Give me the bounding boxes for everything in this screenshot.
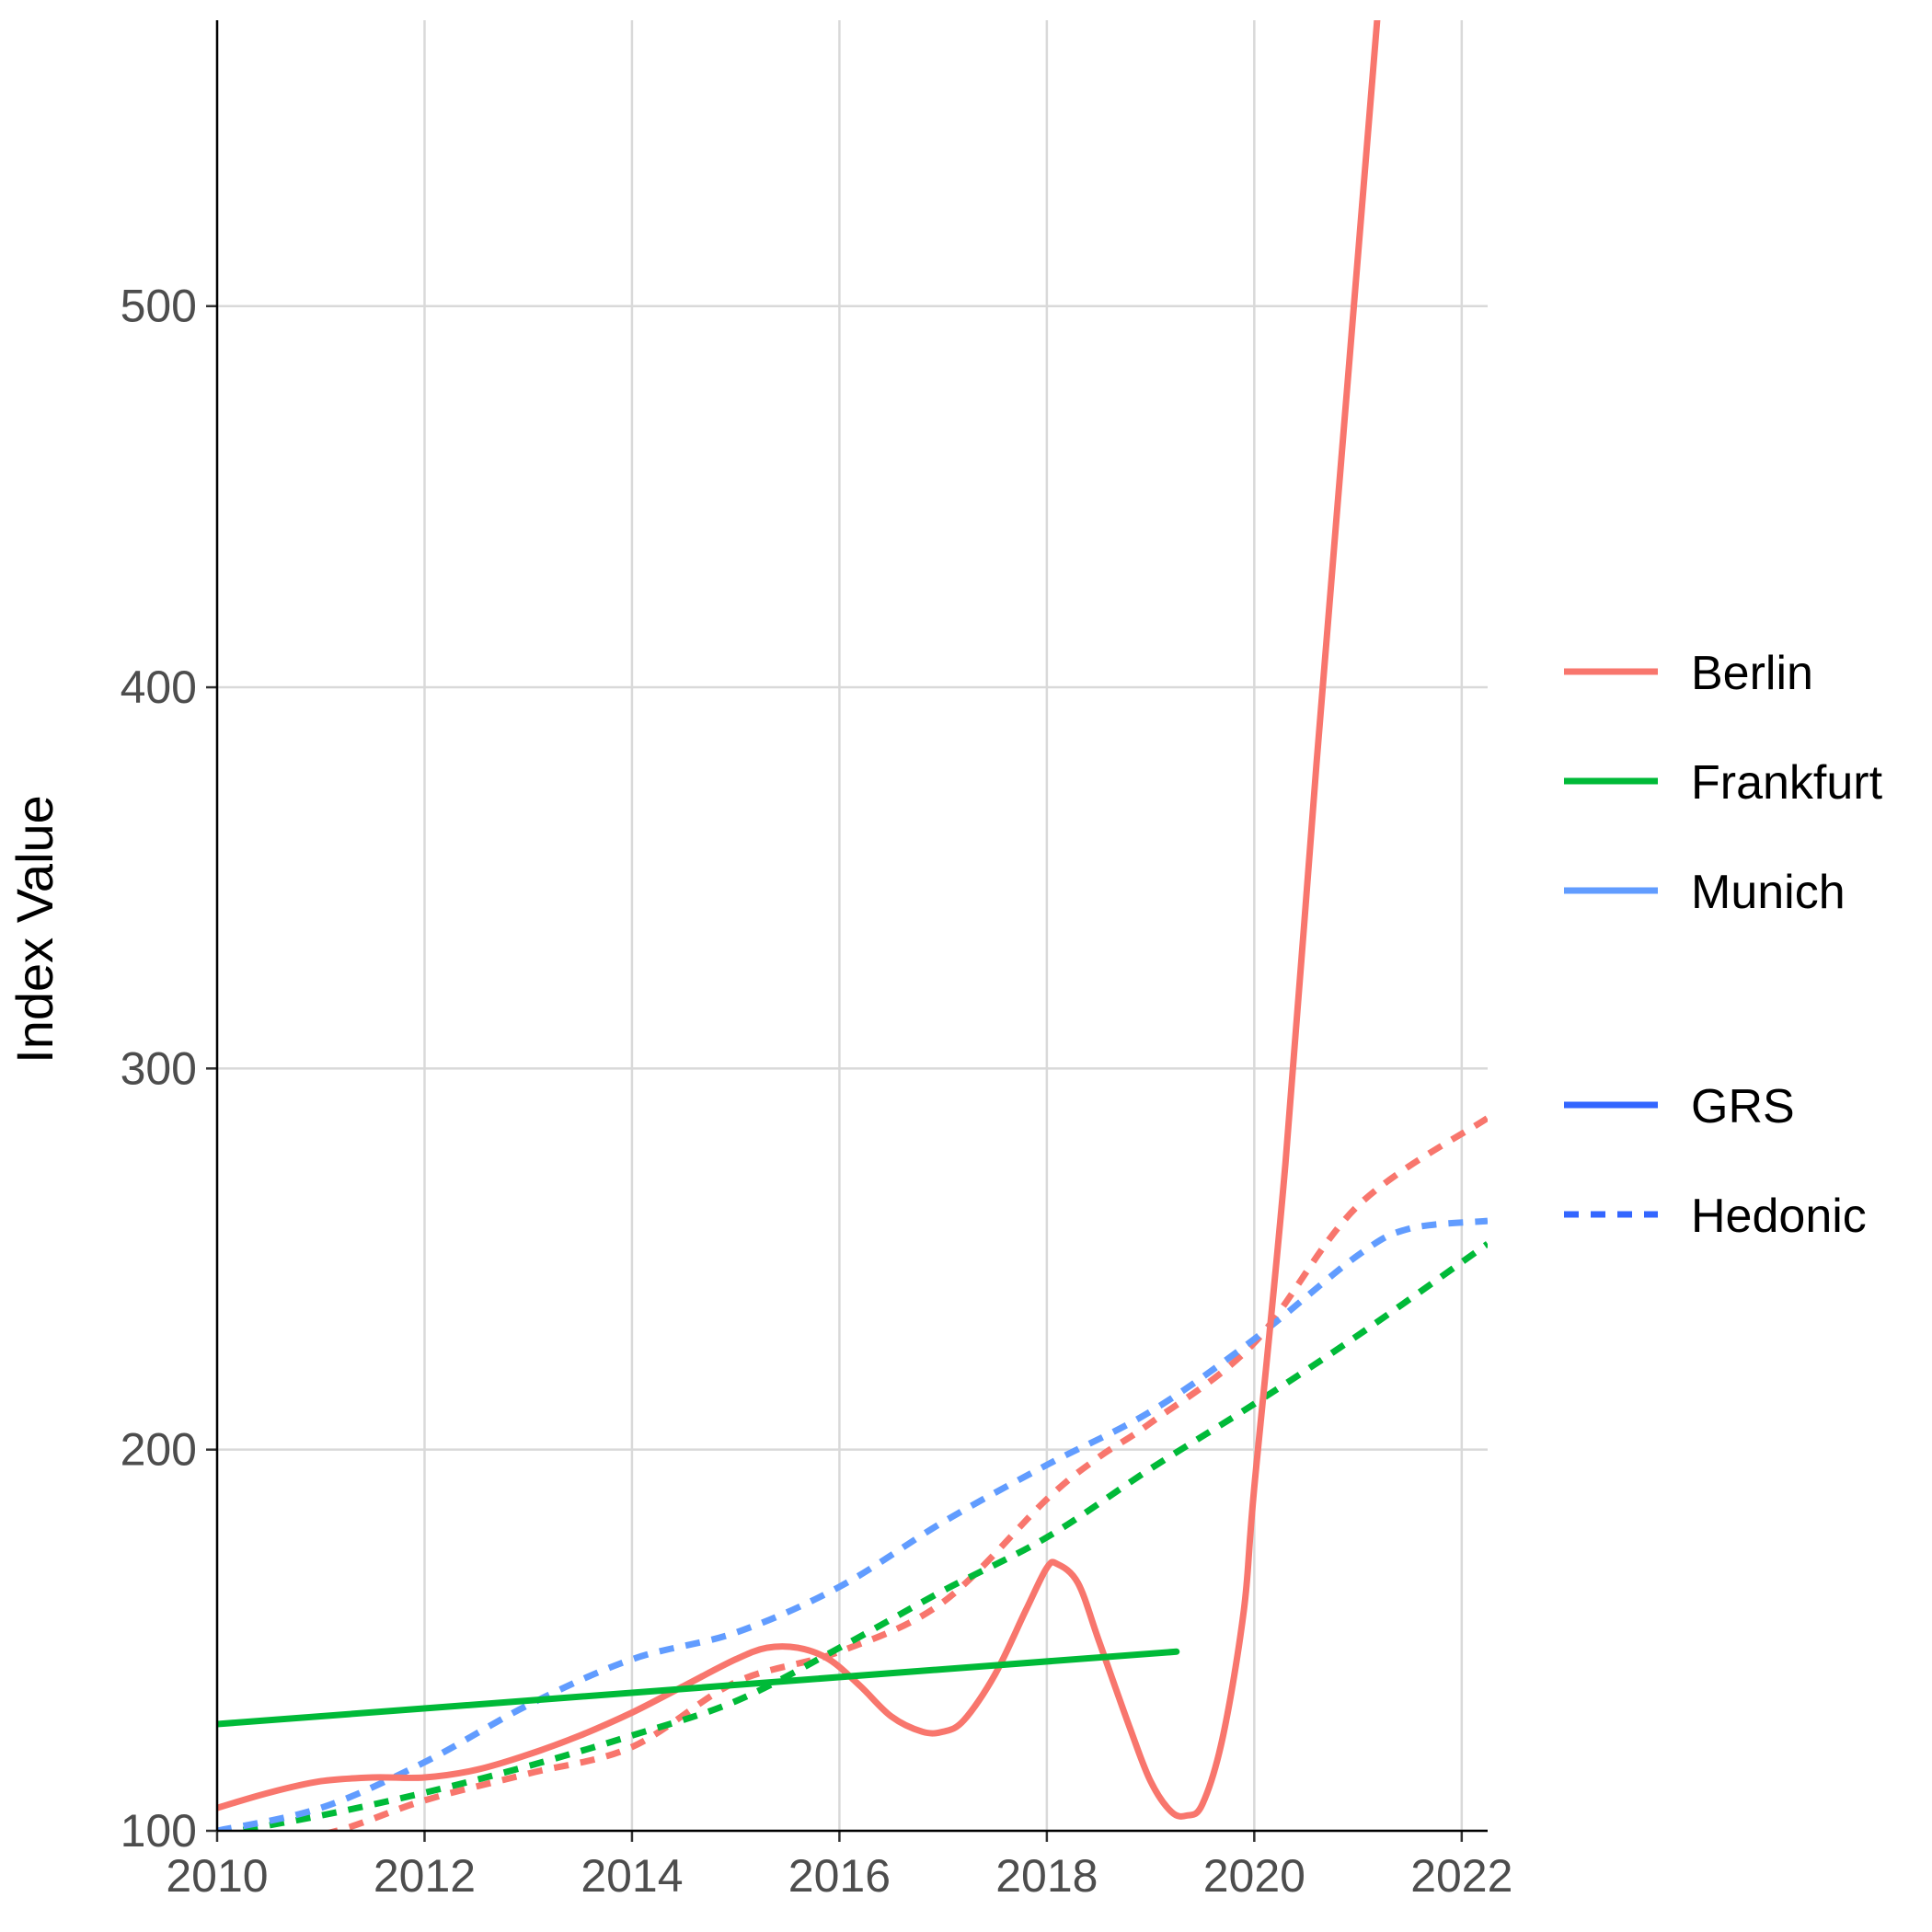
plot-area (217, 20, 1488, 1831)
series-line-frankfurt-hedonic (220, 1241, 1488, 1831)
y-axis-title: Index Value (6, 795, 63, 1064)
series-line-berlin-grs (217, 20, 1381, 1820)
axes: 2010 2012 2014 2016 2018 2020 2022 100 200 300 400… (121, 20, 1512, 1902)
legend-label-berlin: Berlin (1691, 647, 1813, 700)
series-line-berlin-hedonic (323, 1115, 1488, 1831)
x-tick-label: 2022 (1410, 1850, 1512, 1902)
x-tick-label: 2016 (788, 1850, 891, 1902)
legend-label-munich: Munich (1691, 866, 1846, 919)
legend: Berlin Frankfurt Munich GRS Hedonic (1564, 647, 1883, 1243)
x-tick-label: 2010 (166, 1850, 268, 1902)
legend-label-frankfurt: Frankfurt (1691, 756, 1883, 810)
grid (215, 20, 1488, 1833)
y-tick-label: 500 (121, 281, 197, 332)
y-tick-label: 100 (121, 1805, 197, 1857)
y-tick-label: 400 (121, 661, 197, 713)
x-tick-label: 2014 (581, 1850, 683, 1902)
y-tick-label: 300 (121, 1042, 197, 1094)
series-line-frankfurt-grs (217, 1648, 1180, 1728)
x-tick-label: 2020 (1203, 1850, 1305, 1902)
x-tick-label: 2018 (995, 1850, 1098, 1902)
y-tick-label: 200 (121, 1424, 197, 1476)
x-tick-label: 2012 (374, 1850, 476, 1902)
legend-label-grs: GRS (1691, 1080, 1795, 1133)
legend-label-hedonic: Hedonic (1691, 1190, 1867, 1243)
series-line-munich-hedonic (217, 1217, 1488, 1831)
